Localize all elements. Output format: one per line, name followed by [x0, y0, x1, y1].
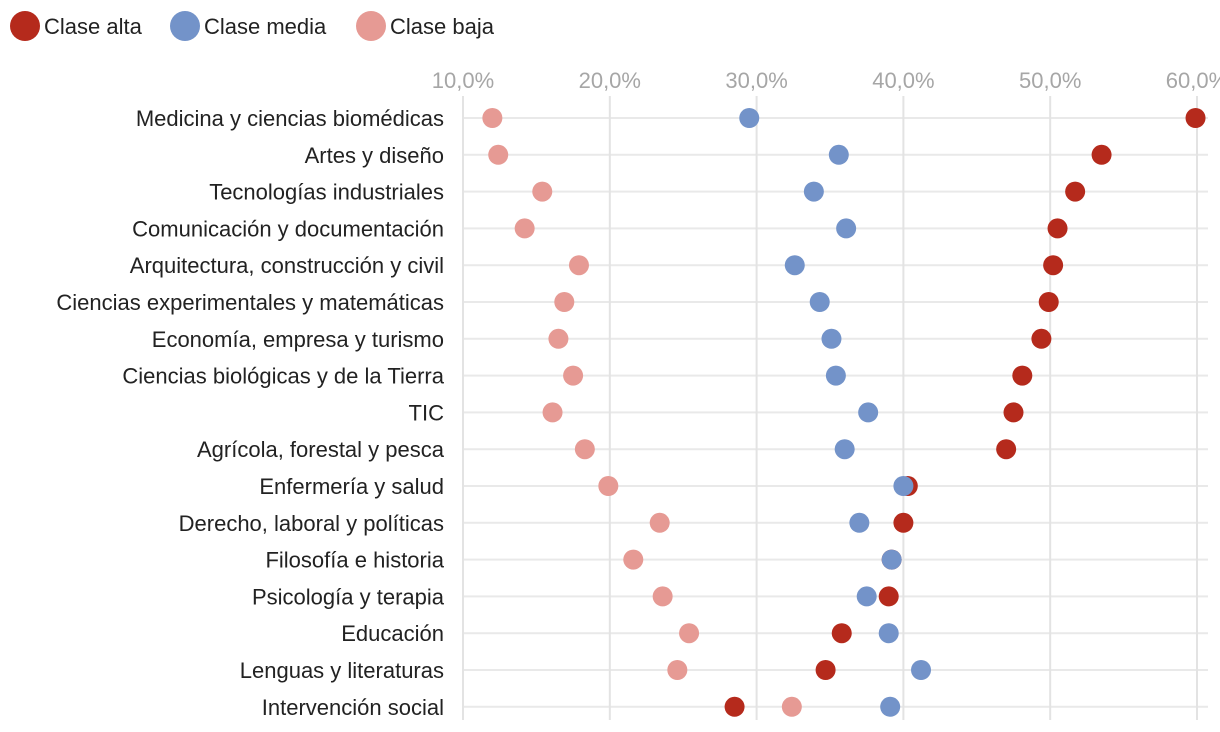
point-clase-alta-comunicacion-y-documentacion [1047, 218, 1068, 239]
point-clase-baja-economia-empresa-y-turismo [548, 328, 569, 349]
category-label-tecnologias-industriales: Tecnologías industriales [209, 180, 444, 205]
legend-marker-clase-alta [10, 11, 40, 41]
point-clase-media-comunicacion-y-documentacion [836, 218, 857, 239]
x-tick-label-20: 20,0% [579, 68, 641, 93]
category-label-comunicacion-y-documentacion: Comunicación y documentación [132, 216, 444, 241]
category-label-economia-empresa-y-turismo: Economía, empresa y turismo [152, 327, 444, 352]
category-label-tic: TIC [409, 400, 445, 425]
point-clase-baja-tic [542, 402, 563, 423]
x-tick-label-60: 60,0% [1166, 68, 1220, 93]
category-labels: Medicina y ciencias biomédicas Artes y di… [56, 106, 444, 720]
category-label-ciencias-experimentales-y-matematicas: Ciencias experimentales y matemáticas [56, 290, 444, 315]
point-clase-alta-medicina-y-ciencias-biomedicas [1185, 108, 1206, 128]
legend-marker-clase-media [170, 11, 200, 41]
point-clase-media-ciencias-experimentales-y-matematicas [809, 292, 830, 312]
point-clase-baja-comunicacion-y-documentacion [514, 218, 535, 239]
point-clase-media-intervencion-social [880, 696, 901, 717]
legend-label-clase-baja: Clase baja [390, 14, 495, 39]
point-clase-alta-ciencias-experimentales-y-matematicas [1038, 292, 1059, 312]
category-label-educacion: Educación [341, 621, 444, 646]
legend: Clase alta Clase media Clase baja [10, 11, 495, 41]
point-clase-alta-artes-y-diseno [1091, 144, 1112, 165]
point-clase-alta-lenguas-y-literaturas [815, 660, 836, 680]
x-tick-label-30: 30,0% [725, 68, 787, 93]
point-clase-baja-medicina-y-ciencias-biomedicas [482, 108, 503, 128]
point-clase-baja-ciencias-experimentales-y-matematicas [554, 292, 575, 312]
category-label-lenguas-y-literaturas: Lenguas y literaturas [240, 658, 444, 683]
x-axis-ticks: 10,0% 20,0% 30,0% 40,0% 50,0% 60,0% [432, 68, 1220, 93]
point-clase-baja-arquitectura-construccion-y-civil [568, 255, 589, 276]
category-label-medicina-y-ciencias-biomedicas: Medicina y ciencias biomédicas [136, 106, 444, 131]
legend-label-clase-media: Clase media [204, 14, 327, 39]
point-clase-baja-educacion [679, 623, 700, 644]
point-clase-media-lenguas-y-literaturas [911, 660, 932, 680]
point-clase-media-agricola-forestal-y-pesca [834, 439, 855, 460]
point-clase-baja-ciencias-biologicas-y-de-la-tierra [563, 365, 584, 386]
point-clase-media-arquitectura-construccion-y-civil [784, 255, 805, 276]
point-clase-media-artes-y-diseno [828, 144, 849, 165]
x-tick-label-50: 50,0% [1019, 68, 1081, 93]
point-clase-media-filosofia-e-historia [881, 549, 902, 570]
gridlines [462, 96, 1208, 720]
category-label-enfermeria-y-salud: Enfermería y salud [259, 474, 444, 499]
point-clase-media-enfermeria-y-salud [893, 476, 914, 496]
point-clase-baja-tecnologias-industriales [532, 181, 553, 202]
category-label-artes-y-diseno: Artes y diseño [305, 143, 444, 168]
point-clase-alta-arquitectura-construccion-y-civil [1043, 255, 1064, 276]
point-clase-baja-agricola-forestal-y-pesca [574, 439, 595, 460]
point-clase-alta-agricola-forestal-y-pesca [996, 439, 1017, 460]
point-clase-baja-enfermeria-y-salud [598, 476, 619, 496]
point-clase-media-ciencias-biologicas-y-de-la-tierra [825, 365, 846, 386]
category-label-intervencion-social: Intervención social [262, 695, 444, 720]
point-clase-alta-tecnologias-industriales [1065, 181, 1086, 202]
point-clase-alta-ciencias-biologicas-y-de-la-tierra [1012, 365, 1033, 386]
point-clase-alta-economia-empresa-y-turismo [1031, 328, 1052, 349]
point-clase-media-psicologia-y-terapia [856, 586, 877, 607]
data-points [482, 108, 1206, 717]
point-clase-alta-psicologia-y-terapia [878, 586, 899, 607]
category-label-filosofia-e-historia: Filosofía e historia [265, 548, 444, 573]
point-clase-baja-derecho-laboral-y-politicas [649, 512, 670, 533]
point-clase-media-derecho-laboral-y-politicas [849, 512, 870, 533]
point-clase-baja-filosofia-e-historia [623, 549, 644, 570]
category-label-psicologia-y-terapia: Psicología y terapia [252, 584, 445, 609]
point-clase-media-tic [858, 402, 879, 423]
x-tick-label-40: 40,0% [872, 68, 934, 93]
point-clase-alta-tic [1003, 402, 1024, 423]
point-clase-baja-artes-y-diseno [488, 144, 509, 165]
point-clase-media-medicina-y-ciencias-biomedicas [739, 108, 760, 128]
point-clase-alta-educacion [831, 623, 852, 644]
x-tick-label-10: 10,0% [432, 68, 494, 93]
legend-marker-clase-baja [356, 11, 386, 41]
legend-label-clase-alta: Clase alta [44, 14, 143, 39]
point-clase-baja-psicologia-y-terapia [652, 586, 673, 607]
series-clase-media [739, 108, 932, 717]
category-label-agricola-forestal-y-pesca: Agrícola, forestal y pesca [197, 437, 445, 462]
category-label-arquitectura-construccion-y-civil: Arquitectura, construcción y civil [130, 253, 444, 278]
point-clase-alta-derecho-laboral-y-politicas [893, 512, 914, 533]
point-clase-alta-intervencion-social [724, 696, 745, 717]
point-clase-media-tecnologias-industriales [803, 181, 824, 202]
point-clase-media-economia-empresa-y-turismo [821, 328, 842, 349]
category-label-ciencias-biologicas-y-de-la-tierra: Ciencias biológicas y de la Tierra [122, 364, 444, 389]
category-label-derecho-laboral-y-politicas: Derecho, laboral y políticas [179, 511, 444, 536]
point-clase-baja-lenguas-y-literaturas [667, 660, 688, 680]
point-clase-media-educacion [878, 623, 899, 644]
point-clase-baja-intervencion-social [781, 696, 802, 717]
series-clase-baja [482, 108, 802, 717]
